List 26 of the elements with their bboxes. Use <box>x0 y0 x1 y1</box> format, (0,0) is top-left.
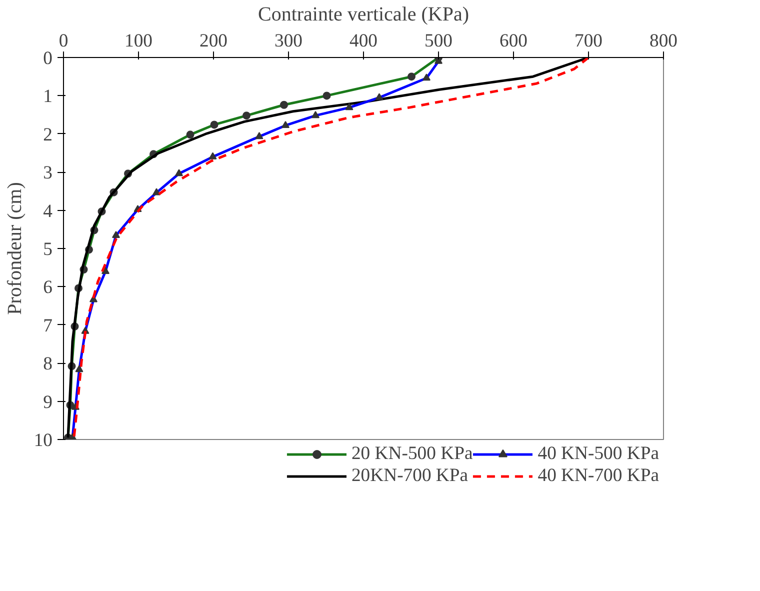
y-tick-label: 10 <box>34 430 52 451</box>
legend-label: 20KN-700 KPa <box>351 465 468 487</box>
x-tick-label: 600 <box>500 30 528 52</box>
y-tick-label: 9 <box>43 392 52 413</box>
x-tick-label: 0 <box>58 30 68 52</box>
y-tick-label: 3 <box>43 162 52 184</box>
x-tick-label: 800 <box>650 30 678 52</box>
x-tick-label: 700 <box>574 30 602 52</box>
y-tick-label: 7 <box>43 315 52 336</box>
y-axis-title: Profondeur (cm) <box>4 182 26 315</box>
x-tick-label: 300 <box>274 30 302 52</box>
y-tick-label: 8 <box>43 354 52 375</box>
y-tick-label: 1 <box>43 86 52 108</box>
x-tick-label: 100 <box>124 30 152 52</box>
x-tick-label: 400 <box>350 30 378 52</box>
x-axis-title: Contrainte verticale (KPa) <box>258 4 470 26</box>
x-tick-label: 200 <box>200 30 228 52</box>
y-tick-label: 6 <box>43 277 52 298</box>
y-tick-label: 4 <box>43 200 54 222</box>
y-tick-label: 0 <box>43 48 52 69</box>
x-tick-label: 500 <box>424 30 452 52</box>
legend-label: 20 KN-500 KPa <box>351 443 473 465</box>
y-tick-label: 5 <box>43 239 52 260</box>
y-tick-label: 2 <box>43 124 52 146</box>
legend-label: 40 KN-500 KPa <box>538 443 659 465</box>
legend-label: 40 KN-700 KPa <box>538 465 659 487</box>
